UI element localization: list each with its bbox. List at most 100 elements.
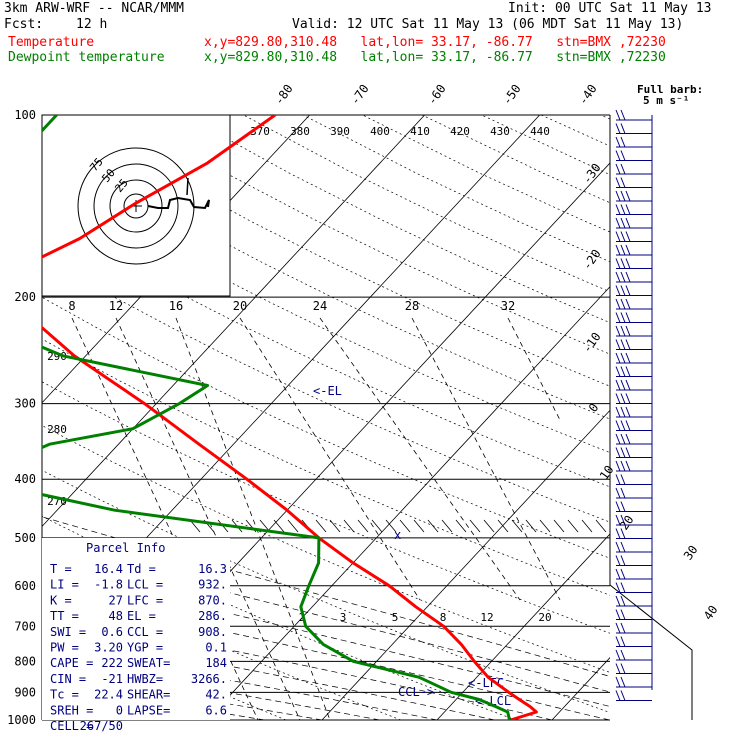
wind-hatch (553, 519, 565, 533)
wind-barb-flag (625, 379, 631, 391)
hodograph-storm-motion (186, 177, 189, 196)
lcl-marker: <-LCL (475, 694, 511, 708)
wind-barb-flag (620, 325, 626, 337)
parcel-param-value: 184 (205, 656, 227, 670)
mixing-ratio-label: 8 (440, 611, 447, 624)
wind-barb-flag (625, 433, 631, 445)
parcel-param-name: CAPE = (50, 656, 93, 670)
isotherm-label: -20 (580, 247, 604, 273)
wind-barb-flag (615, 582, 621, 593)
wind-barb-flag (615, 433, 621, 445)
parcel-param-name: LCL = (127, 578, 163, 592)
parcel-param-value: 0.6 (101, 625, 123, 639)
pressure-tick-label: 200 (14, 290, 36, 304)
wind-barb-flag (625, 271, 631, 283)
dry-adiabat (42, 296, 610, 559)
theta-label: 410 (410, 125, 430, 138)
wind-speed-line (319, 317, 521, 601)
wind-barb-flag (620, 285, 626, 296)
wind-barb-flag (620, 514, 626, 526)
parcel-param-value: 222 (101, 656, 123, 670)
wind-barb-flag (615, 109, 621, 121)
wind-barb-flag (620, 366, 626, 377)
pressure-tick-label: 900 (14, 685, 36, 699)
wind-hatch (399, 519, 411, 533)
wind-barb-flag (625, 312, 631, 323)
hodograph-ring (109, 179, 163, 233)
parcel-param-name: Td = (127, 562, 156, 576)
wind-speed-line (507, 317, 561, 421)
temperature-location: x,y=829.80,310.48 lat,lon= 33.17, -86.77… (204, 35, 666, 50)
wind-barb-flag (620, 379, 626, 391)
wind-barb-flag (615, 622, 621, 634)
wind-barb-flag (615, 366, 621, 377)
wind-hatch (511, 519, 523, 533)
wind-barb-flag (620, 258, 626, 269)
wind-barb-flag (615, 528, 621, 539)
wind-barb-flag (620, 217, 626, 229)
wind-hatch (315, 519, 327, 533)
dewpoint-profile (42, 115, 511, 720)
wind-barb-flag (620, 541, 626, 553)
parcel-param-value: 27 (109, 593, 123, 607)
wind-barb-flag (625, 420, 631, 431)
wind-barb-flag (615, 420, 621, 431)
wind-barb-flag (620, 609, 626, 620)
wind-barb-flag (620, 177, 626, 188)
pressure-tick-label: 300 (14, 397, 36, 411)
isotherm-label: -10 (580, 330, 604, 356)
parcel-info-background (42, 538, 230, 720)
wind-barb-flag (620, 190, 626, 202)
barb-legend-units: 5 m s⁻¹ (643, 94, 689, 107)
parcel-param-name: HWBZ= (127, 672, 163, 686)
moist-adiabat (42, 611, 553, 720)
right-axis (609, 115, 693, 720)
wind-barb-flag (620, 501, 626, 512)
wind-barb-flag (620, 663, 626, 674)
parcel-param-value: 932. (198, 578, 227, 592)
wind-barb-flag (620, 150, 626, 161)
parcel-param-name: CIN = (50, 672, 86, 686)
wind-barb-flag (615, 217, 621, 229)
wind-barb-flag (620, 123, 626, 134)
wind-hatch (427, 519, 439, 533)
wind-speed-line (411, 317, 561, 601)
pressure-tick-label: 600 (14, 579, 36, 593)
parcel-param-value: 22.4 (94, 688, 123, 702)
wind-speed-label: 12 (109, 299, 123, 313)
wind-barb-flag (615, 541, 621, 553)
wind-speed-label: 24 (313, 299, 327, 313)
wind-barb-flag (615, 501, 621, 512)
parcel-param-value: 0.1 (205, 641, 227, 655)
hodograph-trace (147, 196, 210, 210)
parcel-param-value: -21 (101, 672, 123, 686)
wind-barb-flag (625, 325, 631, 337)
pressure-tick-label: 400 (14, 472, 36, 486)
wind-barb-flag (620, 406, 626, 418)
isotherm-label: -30 (580, 161, 604, 187)
wind-barb-flag (620, 136, 626, 148)
barb-legend: Full barb: (637, 83, 703, 96)
wind-barb-flag (620, 163, 626, 175)
wind-barb-flag (625, 204, 631, 215)
wind-barb-flag (625, 366, 631, 377)
isotherm-label: -50 (500, 82, 524, 108)
mixing-ratio-label: 3 (340, 611, 347, 624)
isotherm-label: 40 (701, 603, 721, 623)
theta-label: 390 (330, 125, 350, 138)
wind-barb-flag (620, 487, 626, 499)
dry-adiabat (183, 115, 610, 324)
parcel-param-value: 908. (198, 625, 227, 639)
wind-barb-flag (620, 595, 626, 607)
parcel-param-name: SREH = (50, 703, 93, 717)
parcel-param-value: 42. (205, 688, 227, 702)
wind-barb-flag (615, 136, 621, 148)
parcel-param-name: Tc = (50, 688, 79, 702)
wind-barb-flag (615, 460, 621, 472)
wind-hatch (413, 519, 425, 533)
dry-adiabat (481, 115, 610, 176)
wind-barb-flag (620, 312, 626, 323)
hodograph-ring (93, 163, 179, 249)
parcel-param-value: 267/50 (80, 719, 123, 733)
